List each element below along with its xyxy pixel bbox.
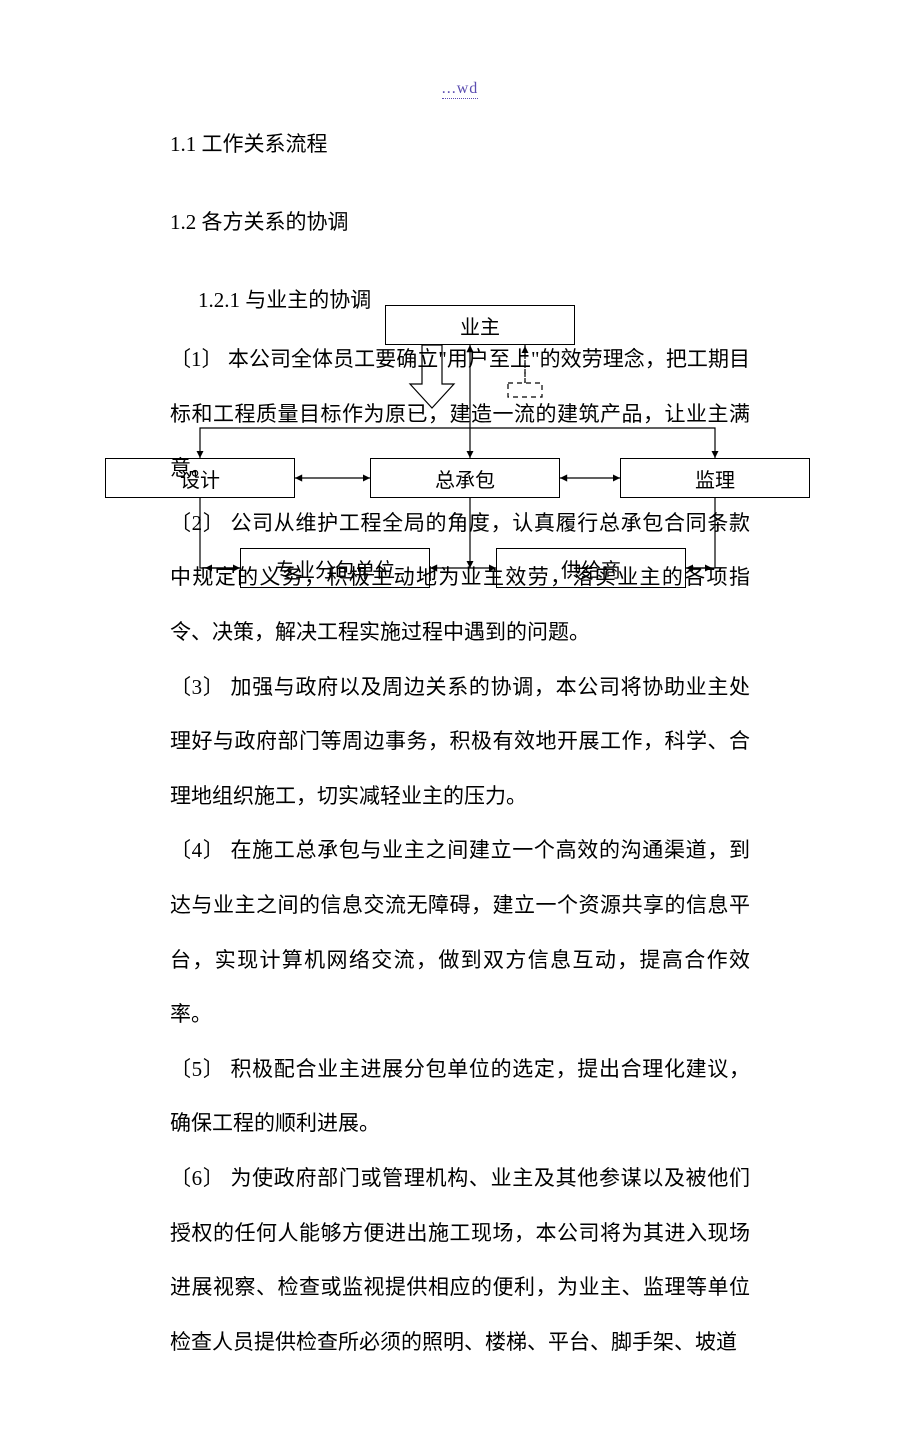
paragraph-6: 〔6〕 为使政府部门或管理机构、业主及其他参谋以及被他们授权的任何人能够方便进出… [170,1151,750,1369]
paragraph-1: 〔1〕 本公司全体员工要确立"用户至上"的效劳理念，把工期目标和工程质量目标作为… [170,332,750,496]
heading-1-2-1: 1.2.1 与业主的协调 [198,284,750,314]
heading-1-1: 1.1 工作关系流程 [170,128,750,158]
page: ...wd [0,0,920,1429]
paragraph-4: 〔4〕 在施工总承包与业主之间建立一个高效的沟通渠道，到达与业主之间的信息交流无… [170,823,750,1041]
header-link: ...wd [0,80,920,98]
header-link-text[interactable]: ...wd [442,80,479,99]
content-area: 1.1 工作关系流程 1.2 各方关系的协调 1.2.1 与业主的协调 〔1〕 … [0,128,920,1369]
paragraph-2: 〔2〕 公司从维护工程全局的角度，认真履行总承包合同条款中规定的义务，积极主动地… [170,496,750,660]
heading-1-2: 1.2 各方关系的协调 [170,206,750,236]
paragraph-5: 〔5〕 积极配合业主进展分包单位的选定，提出合理化建议，确保工程的顺利进展。 [170,1042,750,1151]
paragraph-3: 〔3〕 加强与政府以及周边关系的协调，本公司将协助业主处理好与政府部门等周边事务… [170,660,750,824]
